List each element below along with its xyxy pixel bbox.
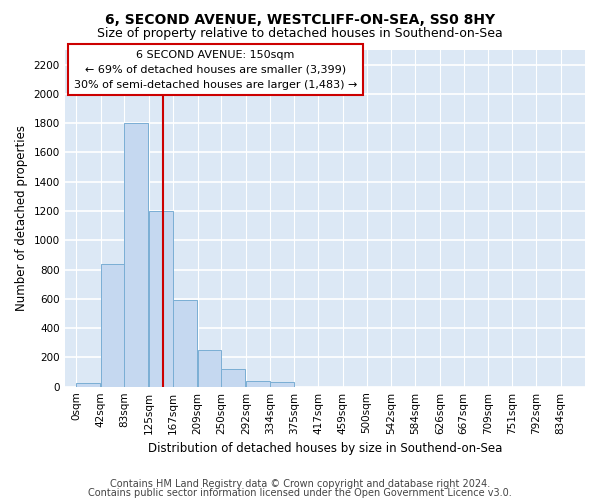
Text: Size of property relative to detached houses in Southend-on-Sea: Size of property relative to detached ho… [97,28,503,40]
Bar [270,382,294,386]
Bar [197,350,221,387]
Y-axis label: Number of detached properties: Number of detached properties [15,126,28,312]
Bar [124,123,148,386]
Text: Contains HM Land Registry data © Crown copyright and database right 2024.: Contains HM Land Registry data © Crown c… [110,479,490,489]
X-axis label: Distribution of detached houses by size in Southend-on-Sea: Distribution of detached houses by size … [148,442,502,455]
Bar [246,381,269,386]
Bar [221,369,245,386]
Bar [149,211,173,386]
Bar [76,383,100,386]
Text: Contains public sector information licensed under the Open Government Licence v3: Contains public sector information licen… [88,488,512,498]
Bar [173,300,197,386]
Text: 6, SECOND AVENUE, WESTCLIFF-ON-SEA, SS0 8HY: 6, SECOND AVENUE, WESTCLIFF-ON-SEA, SS0 … [105,12,495,26]
Text: 6 SECOND AVENUE: 150sqm
← 69% of detached houses are smaller (3,399)
30% of semi: 6 SECOND AVENUE: 150sqm ← 69% of detache… [74,50,358,90]
Bar [101,264,124,386]
